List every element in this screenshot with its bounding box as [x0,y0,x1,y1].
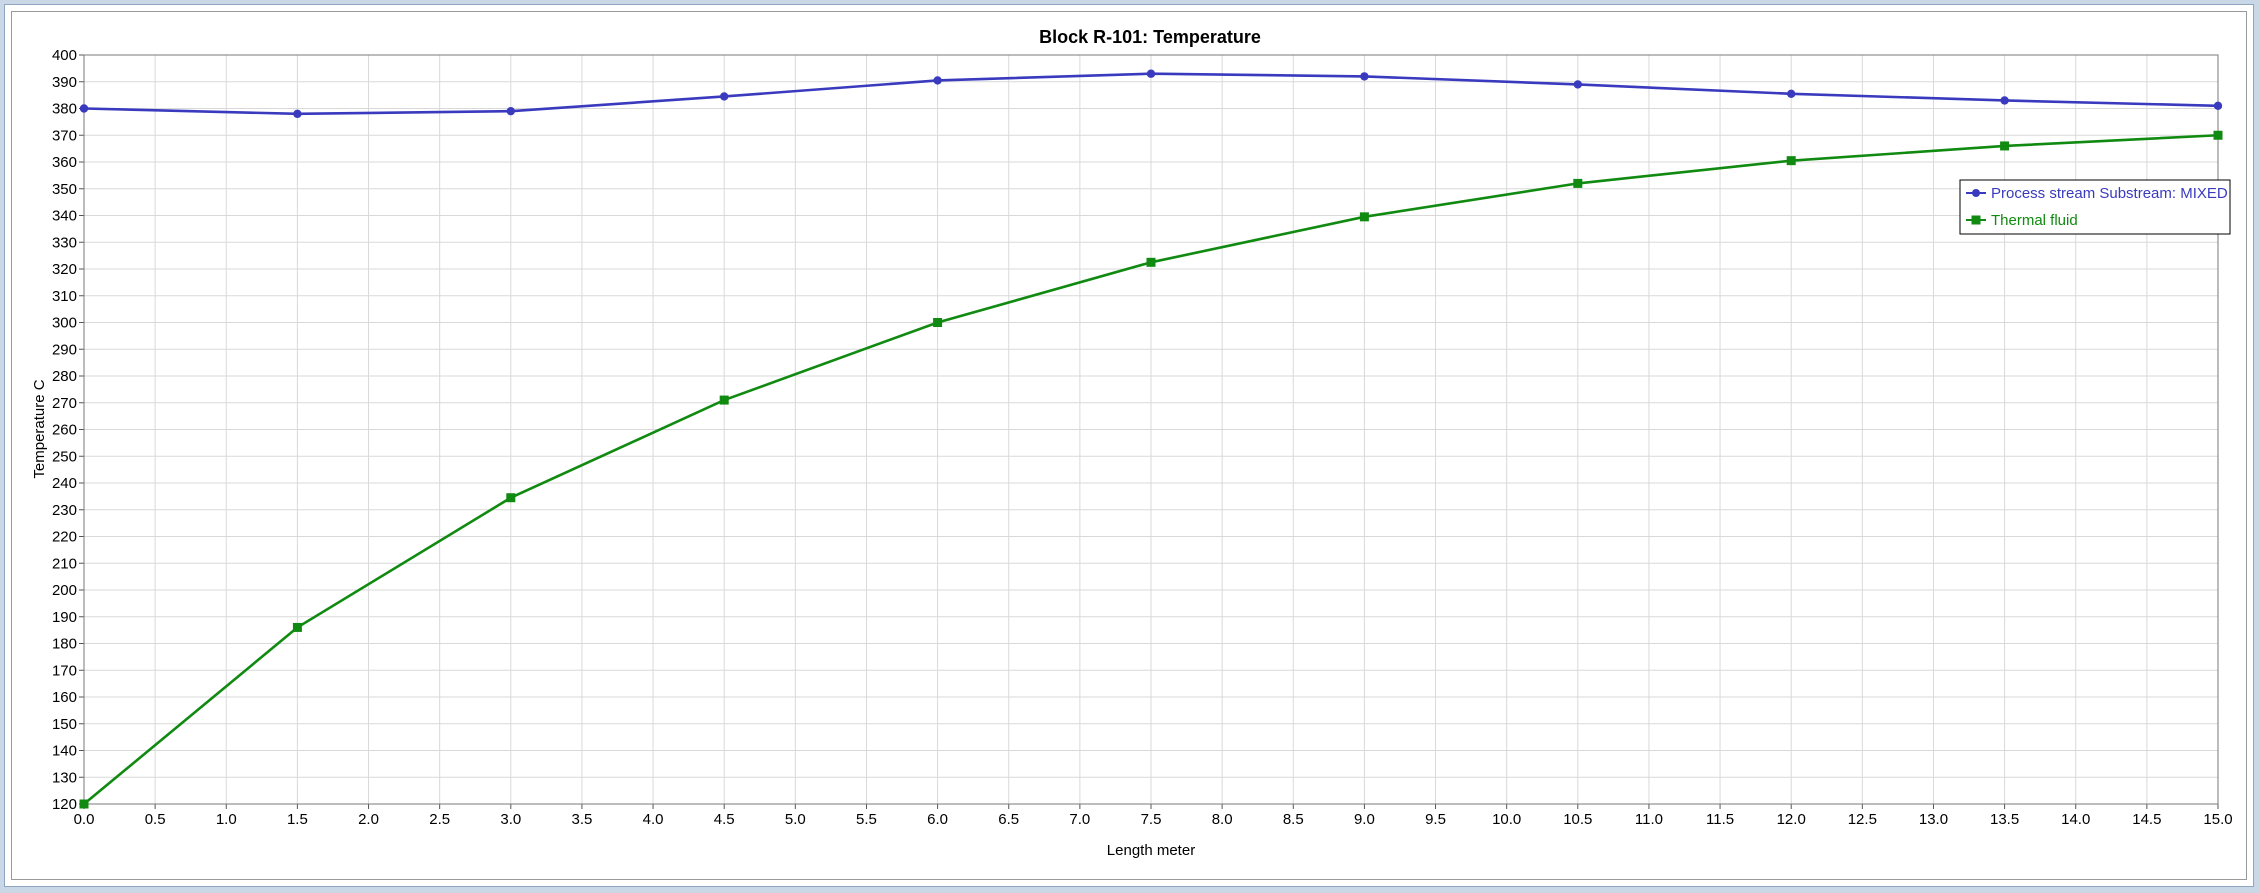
y-tick-label: 230 [52,502,77,519]
y-tick-label: 190 [52,609,77,626]
data-point [2213,101,2223,111]
data-point [2000,96,2009,105]
legend-box [1959,179,2231,235]
y-tick-label: 330 [52,234,77,251]
y-tick-label: 180 [52,636,77,653]
legend-marker [1972,189,1980,197]
y-tick-label: 370 [52,127,77,144]
x-tick-label: 0.5 [145,811,166,828]
y-tick-label: 390 [52,74,77,91]
y-tick-label: 130 [52,769,77,786]
data-point [1786,156,1796,166]
data-point [2213,130,2223,140]
x-tick-label: 11.0 [1635,811,1663,828]
y-tick-label: 320 [52,261,77,278]
data-point [1573,178,1583,188]
data-point [506,493,516,503]
x-tick-label: 11.5 [1706,811,1734,828]
x-tick-label: 5.5 [856,811,877,828]
y-tick-label: 340 [52,208,77,225]
x-tick-label: 4.5 [714,811,735,828]
y-tick-label: 200 [52,582,77,599]
x-tick-label: 6.5 [998,811,1019,828]
data-point [1146,257,1156,267]
grid-lines [83,54,2219,805]
x-tick-label: 2.5 [429,811,450,828]
data-point [1146,69,1156,78]
data-point [2000,141,2010,151]
x-tick-label: 15.0 [2203,811,2232,828]
data-point [933,76,942,85]
data-point [1359,212,1369,222]
data-point [720,92,729,101]
x-tick-label: 3.0 [500,811,521,828]
y-axis-title: Temperature C [31,379,48,478]
y-tick-label: 140 [52,743,77,760]
y-tick-label: 260 [52,422,77,439]
plot-area-border [83,54,2219,805]
x-tick-label: 13.5 [1990,811,2019,828]
legend: Process stream Substream: MIXED Thermal f… [1959,179,2231,235]
y-tick-label: 150 [52,716,77,733]
y-tick-label: 270 [52,395,77,412]
x-tick-label: 9.5 [1425,811,1446,828]
x-tick-label: 1.5 [287,811,308,828]
x-tick-label: 0.0 [74,811,95,828]
series-layer [79,69,2223,809]
y-tick-label: 210 [52,555,77,572]
y-tick-label: 280 [52,368,77,385]
y-tick-label: 300 [52,315,77,332]
data-point [1573,80,1583,89]
y-tick-label: 250 [52,448,77,465]
x-tick-label: 2.0 [358,811,379,828]
x-tick-label: 1.0 [216,811,237,828]
data-point [1787,89,1796,98]
x-tick-label: 8.5 [1283,811,1304,828]
y-tick-label: 220 [52,529,77,546]
data-point [79,799,89,809]
y-tick-label: 310 [52,288,77,305]
y-tick-label: 360 [52,154,77,171]
data-point [293,109,302,119]
x-tick-label: 3.5 [572,811,593,828]
legend-marker [1971,215,1981,225]
x-tick-label: 14.0 [2061,811,2090,828]
y-tick-label: 350 [52,181,77,198]
y-tick-label: 380 [52,101,77,118]
x-tick-label: 8.0 [1212,811,1233,828]
x-tick-label: 13.0 [1919,811,1948,828]
x-tick-label: 9.0 [1354,811,1375,828]
data-point [506,106,515,116]
x-tick-label: 12.5 [1848,811,1877,828]
data-point [292,622,302,632]
data-point [933,318,943,327]
x-tick-label: 7.0 [1069,811,1090,828]
x-axis-ticks: 0.0 0.5 1.0 1.5 2.0 2.5 3.0 3.5 4.0 4.5 5.0 5.5 6.0 6… [74,804,2233,828]
y-tick-label: 120 [52,796,77,813]
legend-label: Thermal fluid [1991,212,2078,229]
y-axis-ticks: 120 130 140 150 160 170 180 190 200 210 220 230 240 2… [52,47,84,813]
x-axis-title: Length meter [1107,842,1195,859]
y-tick-label: 400 [52,47,77,64]
x-tick-label: 14.5 [2132,811,2161,828]
data-point [1360,72,1369,81]
data-point [79,104,89,113]
data-point [719,395,729,405]
series-thermal-fluid [79,130,2223,809]
x-tick-label: 7.5 [1141,811,1162,828]
legend-label: Process stream Substream: MIXED [1991,185,2228,202]
x-tick-label: 4.0 [643,811,664,828]
y-tick-label: 170 [52,662,77,679]
x-tick-label: 6.0 [927,811,948,828]
x-tick-label: 10.0 [1492,811,1521,828]
x-tick-label: 12.0 [1777,811,1806,828]
y-tick-label: 160 [52,689,77,706]
chart-title: Block R-101: Temperature [1039,27,1261,47]
y-tick-label: 290 [52,341,77,358]
x-tick-label: 5.0 [785,811,806,828]
series-process-stream [79,69,2223,119]
x-tick-label: 10.5 [1563,811,1592,828]
y-tick-label: 240 [52,475,77,492]
